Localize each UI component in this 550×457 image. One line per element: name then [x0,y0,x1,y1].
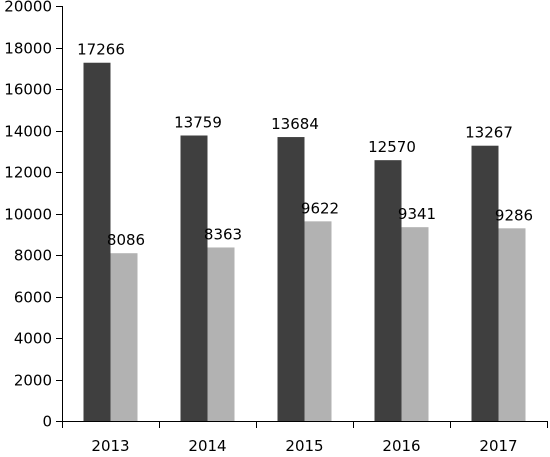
bar-s1-2016 [374,160,402,422]
bar-s2-2016 [401,227,429,421]
bar-s1-2013 [83,62,111,421]
y-tick-label-18000: 18000 [4,40,52,58]
y-tick-label-6000: 6000 [14,289,52,307]
labels-group: 17266 13759 13684 12570 13267 8086 8363 9622 934… [4,0,533,455]
bars-group [83,62,526,422]
y-tick-label-10000: 10000 [4,206,52,224]
bar-s2-2014 [207,247,235,421]
axes-group [56,6,548,428]
bar-s2-2015 [304,221,332,421]
data-label-s1-2014: 13759 [174,114,222,132]
bar-s2-2013 [110,253,138,421]
x-tick-label-2014: 2014 [188,437,226,455]
data-label-s2-2014: 8363 [204,225,242,243]
bar-s1-2015 [277,137,305,421]
x-tick-label-2017: 2017 [479,437,517,455]
bar-s1-2014 [180,135,208,422]
x-tick-label-2016: 2016 [382,437,420,455]
data-label-s1-2017: 13267 [465,124,513,142]
bar-s2-2017 [498,228,526,421]
data-label-s1-2015: 13684 [271,115,319,133]
data-label-s1-2013: 17266 [77,41,125,59]
data-label-s2-2017: 9286 [495,206,533,224]
y-tick-label-8000: 8000 [14,247,52,265]
x-tick-label-2013: 2013 [91,437,129,455]
data-label-s1-2016: 12570 [368,138,416,156]
y-tick-label-16000: 16000 [4,81,52,99]
y-tick-label-12000: 12000 [4,164,52,182]
y-tick-label-4000: 4000 [14,330,52,348]
y-tick-label-14000: 14000 [4,123,52,141]
bar-s1-2017 [471,145,499,421]
data-label-s2-2016: 9341 [398,205,436,223]
data-label-s2-2015: 9622 [301,199,339,217]
y-tick-label-0: 0 [42,413,52,431]
data-label-s2-2013: 8086 [107,231,145,249]
x-tick-label-2015: 2015 [285,437,323,455]
y-tick-label-20000: 20000 [4,0,52,16]
y-tick-label-2000: 2000 [14,372,52,390]
